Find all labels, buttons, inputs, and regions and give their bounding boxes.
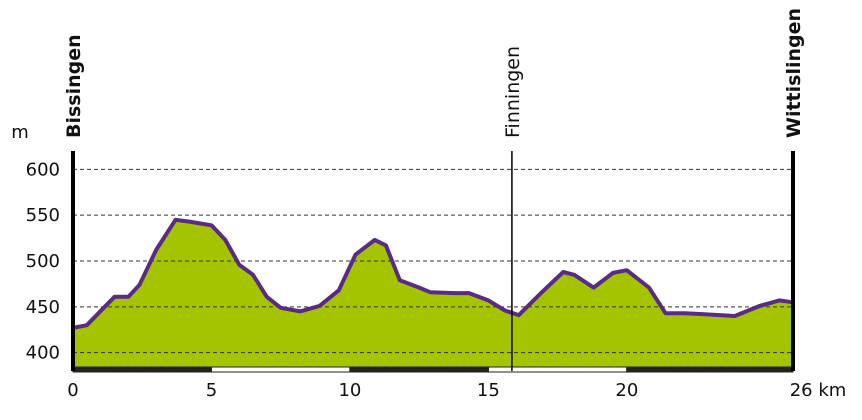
place-label: Bissingen	[63, 34, 85, 138]
place-label: Finningen	[502, 46, 524, 138]
x-tick-label: 26 km	[790, 380, 847, 401]
axis-segment	[626, 366, 794, 373]
y-tick-label: 400	[26, 343, 60, 364]
place-label: Wittislingen	[783, 8, 805, 138]
y-tick-label: 500	[26, 251, 60, 272]
x-tick-label: 5	[206, 380, 217, 401]
y-axis-label: m	[11, 122, 29, 143]
axis-segment	[487, 366, 628, 373]
x-tick-label: 0	[67, 380, 78, 401]
elevation-area	[73, 219, 793, 371]
y-tick-label: 600	[26, 159, 60, 180]
axis-segment	[210, 366, 351, 373]
elevation-line	[72, 217, 794, 330]
x-tick-label: 20	[615, 380, 638, 401]
y-tick-label: 450	[26, 297, 60, 318]
y-tick-label: 550	[26, 205, 60, 226]
x-tick-label: 10	[338, 380, 361, 401]
x-tick-label: 15	[477, 380, 500, 401]
axis-segment	[72, 366, 212, 373]
axis-segment	[349, 366, 489, 373]
